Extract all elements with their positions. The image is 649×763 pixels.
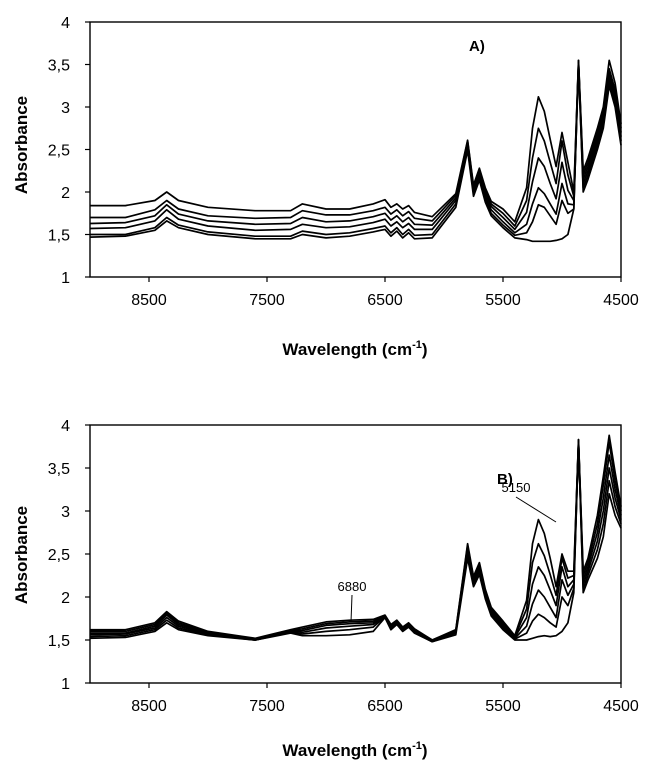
y-tick-label: 1,5 xyxy=(48,228,70,245)
x-axis-title-main: Wavelength (cm xyxy=(282,340,412,359)
y-tick-label: 2,5 xyxy=(48,547,70,564)
x-tick-label: 6500 xyxy=(367,698,403,715)
annotation-label: 5150 xyxy=(502,480,531,495)
y-tick-label: 1,5 xyxy=(48,633,70,650)
x-axis-title-main: Wavelength (cm xyxy=(282,741,412,760)
x-axis-title-close: ) xyxy=(422,340,428,359)
annotation-leader xyxy=(350,594,353,623)
series-line-1 xyxy=(89,63,622,243)
annotation-leader xyxy=(515,496,557,523)
chart-panel-b: B) Absorbance Wavelength (cm-1) 1 1,5 2 2,5… xyxy=(12,418,639,760)
y-tick-label: 4 xyxy=(61,15,70,32)
x-tick-label: 6500 xyxy=(367,292,403,309)
chart-panel-a: A) Absorbance Wavelength (cm-1) 1 1,5 2 2,5… xyxy=(12,15,639,359)
series-line-3 xyxy=(89,441,622,642)
y-tick-label: 3 xyxy=(61,100,70,117)
y-axis-title: Absorbance xyxy=(12,506,31,604)
panel-label: A) xyxy=(469,38,485,55)
plot-frame xyxy=(89,21,622,278)
panel-label: B) xyxy=(497,471,513,488)
x-axis-title-close: ) xyxy=(422,741,428,760)
y-tick-label: 1 xyxy=(61,676,70,693)
y-tick-label: 2 xyxy=(61,185,70,202)
x-axis-title-sup: -1 xyxy=(412,339,422,351)
y-axis-title: Absorbance xyxy=(12,96,31,194)
series-line-5 xyxy=(90,438,622,641)
x-tick-label: 8500 xyxy=(131,292,167,309)
series-line-4 xyxy=(89,61,622,231)
x-tick-label: 7500 xyxy=(249,292,285,309)
x-axis-title: Wavelength (cm-1) xyxy=(282,740,427,760)
x-axis-title: Wavelength (cm-1) xyxy=(282,339,427,359)
annotation-label: 6880 xyxy=(338,579,367,594)
y-tick-label: 2 xyxy=(61,590,70,607)
x-tick-label: 7500 xyxy=(249,698,285,715)
x-tick-label: 5500 xyxy=(485,698,521,715)
y-tick-label: 4 xyxy=(61,418,70,435)
series-line-5 xyxy=(90,59,622,227)
plot-frame xyxy=(89,424,622,684)
x-tick-label: 4500 xyxy=(603,292,639,309)
y-tick-label: 1 xyxy=(61,270,70,287)
series-line-6 xyxy=(90,59,622,223)
y-tick-label: 2,5 xyxy=(48,143,70,160)
series-line-1 xyxy=(89,441,622,643)
x-tick-label: 5500 xyxy=(485,292,521,309)
series-line-2 xyxy=(90,63,622,238)
x-tick-label: 8500 xyxy=(131,698,167,715)
series-line-6 xyxy=(90,434,622,641)
series-line-4 xyxy=(90,439,622,642)
x-tick-label: 4500 xyxy=(603,698,639,715)
y-tick-label: 3,5 xyxy=(48,58,70,75)
series-line-2 xyxy=(89,441,622,643)
y-tick-label: 3,5 xyxy=(48,461,70,478)
x-axis-title-sup: -1 xyxy=(412,740,422,752)
y-tick-label: 3 xyxy=(61,504,70,521)
